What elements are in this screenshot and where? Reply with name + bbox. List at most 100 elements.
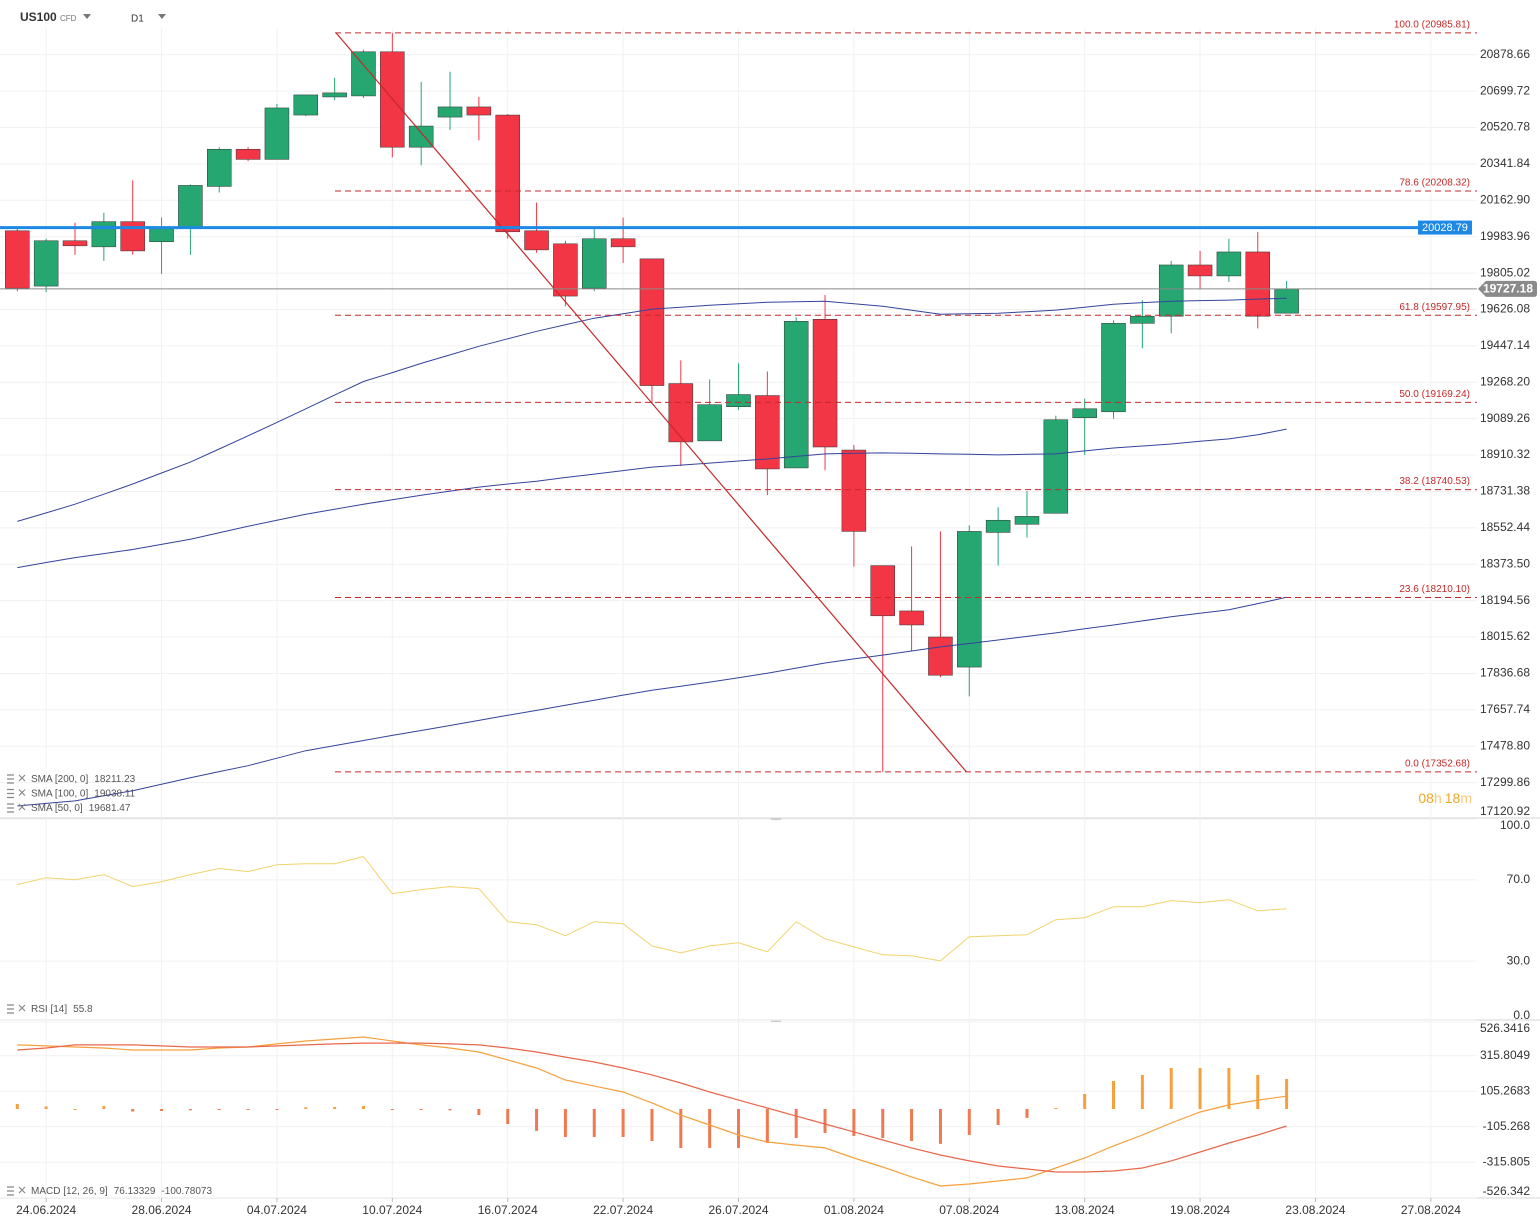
candle-body bbox=[1014, 516, 1040, 525]
histogram-bar bbox=[650, 1108, 654, 1142]
sma-line bbox=[17, 596, 1287, 807]
grid-layer bbox=[0, 28, 1477, 1199]
timeframe-dropdown[interactable] bbox=[158, 14, 166, 19]
histogram-bar bbox=[477, 1108, 481, 1116]
candle-body bbox=[899, 610, 924, 626]
legend-remove[interactable] bbox=[18, 774, 26, 782]
x-tick-label: 19.08.2024 bbox=[1170, 1203, 1230, 1217]
candle-body bbox=[322, 92, 347, 98]
legend-text: SMA [200, 0] bbox=[31, 774, 88, 785]
y-tick-label: 18194.56 bbox=[1480, 593, 1530, 607]
legend-text: 19681.47 bbox=[89, 803, 131, 814]
candle-body bbox=[120, 221, 145, 252]
y-tick-label: 20520.78 bbox=[1480, 120, 1530, 134]
candle-body bbox=[91, 221, 117, 248]
y-tick-label: 19268.20 bbox=[1480, 374, 1530, 388]
instrument-kind: CFD bbox=[60, 14, 77, 23]
candle-body bbox=[870, 565, 895, 617]
y-tick-label: 70.0 bbox=[1507, 872, 1531, 886]
fib-label: 78.6 (20208.32) bbox=[1399, 178, 1470, 189]
histogram-bar bbox=[1054, 1107, 1058, 1109]
histogram-bar bbox=[794, 1108, 798, 1138]
histogram-bar bbox=[1140, 1074, 1144, 1109]
histogram-bar bbox=[73, 1108, 77, 1110]
legend-remove[interactable] bbox=[18, 789, 26, 796]
histogram-bar bbox=[1169, 1068, 1173, 1109]
histogram-bar bbox=[1285, 1078, 1289, 1109]
candle-body bbox=[928, 636, 953, 676]
y-tick-label: 17836.68 bbox=[1480, 666, 1530, 680]
x-tick-label: 26.07.2024 bbox=[708, 1203, 768, 1217]
histogram-bar bbox=[737, 1108, 740, 1148]
fib-label: 38.2 (18740.53) bbox=[1399, 476, 1470, 487]
candle-body bbox=[957, 531, 982, 668]
legend-text: 18211.23 bbox=[94, 774, 135, 785]
candle-body bbox=[466, 106, 492, 116]
candle-body bbox=[495, 114, 520, 233]
y-tick-label: 17478.80 bbox=[1480, 738, 1530, 752]
fib-label: 50.0 (19169.24) bbox=[1399, 389, 1470, 400]
rsi-line bbox=[17, 856, 1287, 962]
histogram-bar bbox=[708, 1108, 712, 1148]
timeframe[interactable]: D1 bbox=[131, 14, 144, 25]
candle-body bbox=[668, 383, 694, 443]
legend-text: 55.8 bbox=[73, 1004, 93, 1015]
histogram-bar bbox=[563, 1108, 567, 1137]
histogram-bar bbox=[621, 1108, 625, 1137]
y-tick-label: 18552.44 bbox=[1480, 520, 1530, 534]
y-tick-label: 18015.62 bbox=[1480, 629, 1530, 643]
symbol-dropdown[interactable] bbox=[83, 14, 91, 19]
histogram-bar bbox=[188, 1108, 192, 1111]
x-tick-label: 04.07.2024 bbox=[247, 1203, 307, 1217]
histogram-bar bbox=[910, 1108, 914, 1142]
histogram-bar bbox=[217, 1108, 221, 1110]
y-tick-label: 100.0 bbox=[1500, 818, 1530, 832]
x-tick-label: 28.06.2024 bbox=[132, 1203, 192, 1217]
histogram-bar bbox=[996, 1108, 1000, 1126]
legend-text: MACD [12, 26, 9] bbox=[31, 1186, 108, 1197]
legend-text: -100.78073 bbox=[161, 1186, 212, 1197]
resize-handle[interactable] bbox=[771, 1020, 781, 1022]
y-tick-label: 315.8049 bbox=[1480, 1048, 1530, 1062]
symbol[interactable]: US100 bbox=[20, 10, 57, 24]
candle-body bbox=[755, 395, 780, 470]
y-tick-label: -105.268 bbox=[1483, 1119, 1531, 1133]
countdown-part: 08 bbox=[1418, 790, 1434, 806]
legend-remove[interactable] bbox=[18, 803, 26, 811]
histogram-bar bbox=[246, 1108, 250, 1110]
current-price-label: 19727.18 bbox=[1483, 282, 1533, 296]
y-tick-label: 18373.50 bbox=[1480, 556, 1530, 570]
candle-body bbox=[264, 107, 290, 160]
y-tick-label: 526.3416 bbox=[1480, 1021, 1530, 1035]
histogram-bar bbox=[1198, 1068, 1202, 1109]
y-tick-label: 20162.90 bbox=[1480, 192, 1530, 206]
candle-body bbox=[206, 148, 232, 187]
candle-body bbox=[812, 319, 838, 448]
candle-body bbox=[582, 238, 607, 289]
countdown-part: h bbox=[1434, 790, 1442, 806]
candle-body bbox=[1043, 419, 1069, 514]
y-tick-label: 0.0 bbox=[1513, 1008, 1530, 1022]
y-tick-label: 19447.14 bbox=[1480, 338, 1530, 352]
histogram-bar bbox=[44, 1106, 48, 1109]
fib-label: 23.6 (18210.10) bbox=[1399, 584, 1470, 595]
x-tick-label: 22.07.2024 bbox=[593, 1203, 653, 1217]
candle-body bbox=[408, 125, 434, 148]
candle-body bbox=[1101, 323, 1126, 413]
candle-body bbox=[610, 238, 636, 248]
y-tick-label: 30.0 bbox=[1507, 953, 1531, 967]
legend-remove[interactable] bbox=[18, 1004, 26, 1012]
sma-line bbox=[17, 297, 1287, 522]
y-tick-label: 17299.86 bbox=[1480, 775, 1530, 789]
histogram-bar bbox=[1227, 1068, 1231, 1109]
histogram-bar bbox=[361, 1105, 365, 1109]
y-tick-label: 18910.32 bbox=[1480, 447, 1530, 461]
candle-body bbox=[553, 243, 578, 297]
legend-remove[interactable] bbox=[18, 1186, 26, 1194]
histogram-bar bbox=[535, 1108, 539, 1131]
legend-text: RSI [14] bbox=[31, 1004, 67, 1015]
x-tick-label: 27.08.2024 bbox=[1401, 1203, 1461, 1217]
candle-body bbox=[351, 51, 376, 97]
candle-body bbox=[178, 185, 203, 228]
